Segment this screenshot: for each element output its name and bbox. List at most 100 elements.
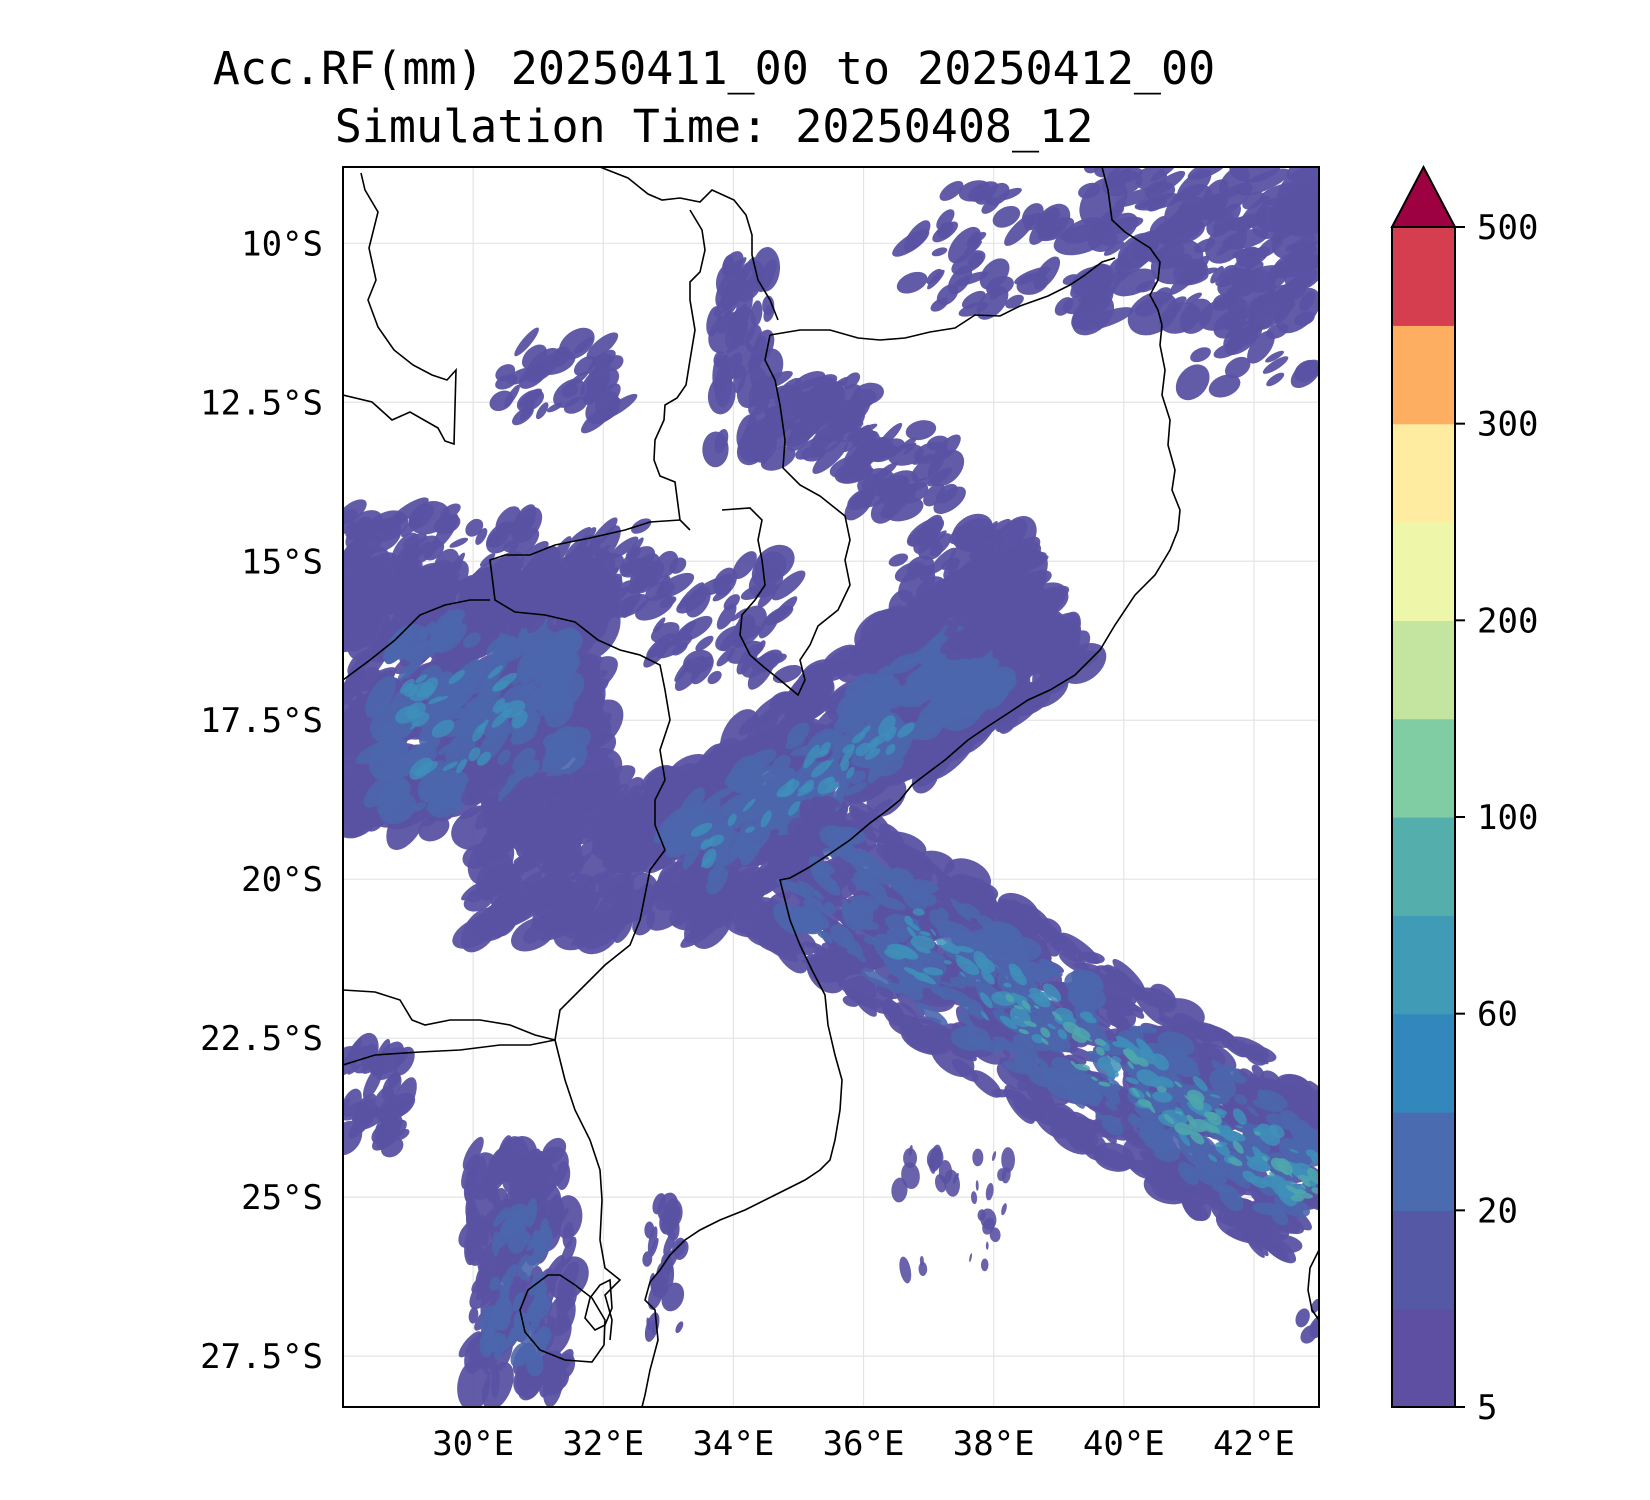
rain-cell (465, 518, 484, 537)
rain-cell (1262, 356, 1289, 374)
rain-cell (729, 260, 741, 274)
rain-cell (363, 774, 398, 808)
rain-cell (512, 747, 536, 773)
rain-cell (512, 898, 535, 919)
rain-cell (1059, 227, 1076, 240)
rain-cell (586, 332, 619, 360)
rain-cell (594, 383, 621, 412)
rain-cell (573, 337, 594, 354)
rain-cell (442, 761, 458, 771)
rain-cell (657, 634, 693, 659)
rain-cell (1317, 1146, 1319, 1156)
rain-cell (874, 711, 893, 722)
map-title-line-1: Acc.RF(mm) 20250411_00 to 20250412_00 (212, 42, 1216, 95)
rain-cell (961, 290, 986, 309)
rain-cell (738, 762, 766, 792)
rain-cell (627, 537, 644, 559)
rain-cell (727, 640, 763, 664)
rain-cell (490, 888, 536, 925)
rain-cell (564, 534, 601, 568)
rain-cell (843, 782, 868, 796)
rain-cell (448, 669, 465, 685)
rain-cell (745, 742, 773, 758)
rain-cell (369, 736, 409, 780)
rain-cell (397, 658, 423, 681)
rain-cell (1224, 356, 1251, 379)
rain-cell (561, 383, 579, 398)
rain-cell (635, 594, 675, 621)
rain-cell (583, 375, 608, 406)
rain-cell (482, 737, 500, 747)
rain-cell (885, 743, 896, 755)
rain-cell (494, 766, 531, 795)
rain-cell (1149, 170, 1186, 196)
rain-cell (1115, 230, 1161, 277)
rain-cell (803, 744, 820, 769)
rain-cell (1136, 196, 1163, 209)
rain-cell (750, 300, 763, 327)
rain-cell (343, 731, 377, 781)
rain-cell (432, 773, 463, 808)
rain-cell (935, 698, 969, 726)
rain-cell (1175, 364, 1210, 401)
rain-cell (1078, 291, 1094, 303)
rain-cell (829, 454, 872, 479)
rain-cell (376, 777, 408, 816)
rain-cell (472, 723, 486, 742)
rain-cell (714, 428, 729, 454)
rain-cell (1181, 262, 1207, 279)
rain-cell (935, 666, 953, 680)
rain-cell (1299, 291, 1316, 312)
rain-cell (893, 622, 926, 656)
rain-cell (761, 422, 805, 450)
rain-cell (651, 1320, 656, 1335)
rain-cell (864, 748, 881, 760)
rain-cell (790, 745, 812, 756)
rain-cell (475, 528, 488, 545)
rain-cell (1135, 297, 1163, 317)
rain-cell (927, 467, 953, 487)
colorbar-tick-label: 60 (1477, 995, 1518, 1035)
rain-cell (1321, 1151, 1346, 1167)
rain-cell (947, 265, 973, 295)
rain-cell (551, 346, 571, 367)
rain-cell (519, 677, 544, 696)
rain-cell (604, 568, 619, 581)
rain-cell (963, 240, 982, 256)
rain-cell (812, 439, 849, 474)
rain-cell (450, 552, 465, 574)
rain-cell (1248, 311, 1275, 330)
rain-cell (530, 597, 550, 611)
lat-tick-label: 22.5°S (200, 1019, 323, 1059)
colorbar-segment (1392, 718, 1455, 818)
rain-cell (715, 843, 741, 868)
rain-cell (706, 866, 729, 895)
rain-cell (972, 1148, 984, 1167)
rain-cell (560, 590, 603, 624)
rain-cell (1054, 297, 1074, 316)
colorbar-segment (1392, 227, 1455, 326)
rain-cell (560, 820, 578, 835)
rain-cell (1266, 372, 1285, 387)
rain-cell (1317, 1134, 1356, 1174)
rain-cell (836, 775, 851, 800)
rain-cell (916, 661, 938, 683)
rain-cell (790, 390, 819, 420)
rain-cell (818, 758, 837, 784)
rain-cell (896, 271, 928, 294)
rain-cell (542, 628, 583, 662)
rain-cell (936, 209, 955, 230)
rain-cell (343, 594, 356, 622)
rain-cell (815, 749, 830, 758)
rain-cell (541, 672, 585, 714)
rain-cell (700, 856, 712, 868)
rain-cell (811, 448, 829, 459)
rain-cell (877, 422, 903, 449)
rain-cell (571, 933, 587, 947)
rain-cell (511, 664, 527, 686)
rain-cell (1010, 586, 1030, 611)
rain-cell (415, 674, 428, 684)
rain-cell (707, 834, 725, 847)
rain-cell (927, 269, 945, 290)
rain-cell (771, 570, 806, 601)
